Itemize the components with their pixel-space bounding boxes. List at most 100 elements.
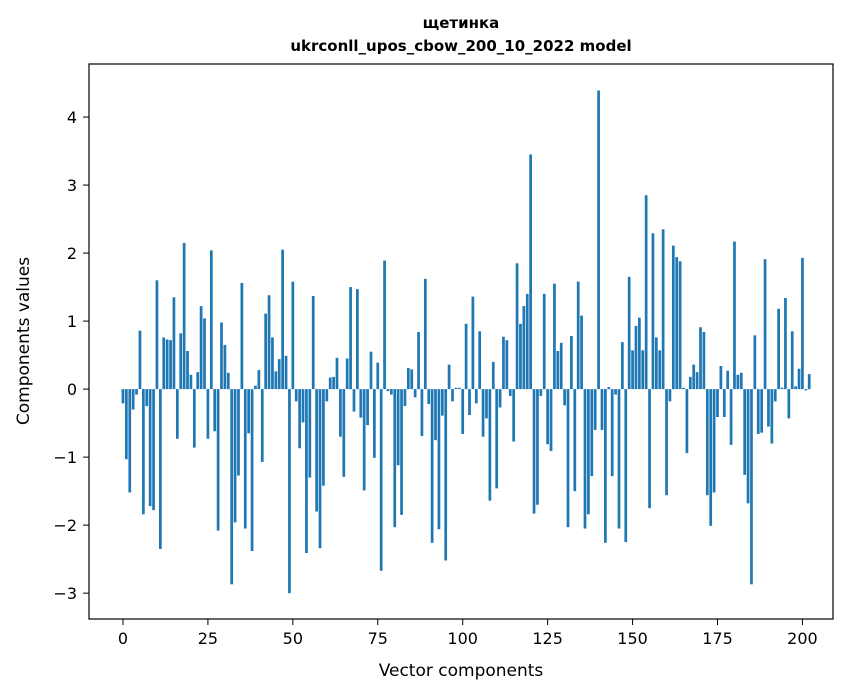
bar-30 — [223, 344, 227, 390]
bar-64 — [339, 389, 342, 437]
bar-91 — [430, 389, 434, 543]
bar-65 — [342, 389, 346, 477]
bar-29 — [220, 322, 223, 390]
bar-167 — [688, 376, 692, 390]
bar-192 — [773, 389, 777, 402]
bar-133 — [573, 389, 577, 492]
bar-49 — [288, 389, 291, 594]
bar-2 — [128, 389, 132, 493]
bar-151 — [634, 325, 638, 390]
bar-184 — [746, 389, 750, 504]
bar-17 — [179, 333, 183, 390]
bar-48 — [284, 355, 288, 390]
bar-109 — [491, 361, 495, 390]
bar-180 — [733, 241, 736, 390]
bar-183 — [743, 389, 747, 475]
bar-45 — [274, 371, 278, 390]
bar-34 — [237, 389, 240, 476]
bar-74 — [373, 389, 376, 458]
bar-103 — [471, 296, 475, 390]
bar-97 — [451, 389, 454, 402]
bar-51 — [294, 389, 298, 402]
bar-14 — [169, 340, 172, 390]
bar-63 — [335, 357, 339, 390]
bar-35 — [240, 283, 244, 390]
bar-47 — [281, 249, 284, 390]
bar-12 — [162, 337, 166, 390]
bar-140 — [597, 90, 600, 390]
bar-138 — [590, 389, 594, 477]
bar-90 — [427, 389, 431, 405]
bar-117 — [519, 323, 522, 390]
y-tick-label: 0 — [67, 380, 77, 399]
bar-18 — [182, 242, 186, 390]
bar-27 — [213, 389, 217, 432]
bar-70 — [359, 389, 363, 418]
bar-68 — [352, 389, 356, 412]
bar-106 — [481, 389, 485, 437]
bar-9 — [152, 389, 155, 511]
y-tick-label: −3 — [53, 584, 77, 603]
bar-23 — [199, 306, 203, 390]
bar-113 — [505, 340, 509, 390]
y-axis: −3 −2 −1 0 1 2 3 4 — [53, 108, 89, 603]
bar-24 — [203, 318, 206, 390]
bar-118 — [522, 306, 526, 390]
bar-20 — [189, 374, 193, 390]
y-tick-label: 2 — [67, 244, 77, 263]
bar-171 — [702, 331, 706, 390]
bars-group — [121, 90, 811, 594]
bar-173 — [709, 389, 713, 526]
bar-188 — [760, 389, 764, 433]
x-tick-label: 25 — [198, 629, 218, 648]
bar-62 — [332, 376, 335, 390]
bar-190 — [767, 389, 770, 427]
bar-153 — [641, 350, 645, 390]
bar-38 — [250, 389, 254, 551]
bar-59 — [322, 389, 325, 486]
x-tick-label: 50 — [283, 629, 303, 648]
bar-78 — [386, 389, 390, 392]
bar-145 — [614, 389, 617, 395]
bar-156 — [651, 233, 655, 390]
bar-92 — [434, 389, 437, 441]
bar-197 — [790, 331, 794, 390]
bar-96 — [447, 364, 451, 390]
bar-126 — [549, 389, 553, 451]
bar-120 — [529, 154, 532, 390]
bar-128 — [556, 351, 560, 390]
bar-189 — [763, 259, 767, 390]
bar-107 — [485, 389, 488, 419]
bar-164 — [678, 261, 682, 390]
bar-40 — [257, 370, 261, 390]
bar-76 — [379, 389, 383, 571]
bar-94 — [440, 389, 444, 416]
bar-41 — [260, 389, 264, 462]
x-axis: 0 25 50 75 100 125 150 175 200 — [118, 619, 818, 648]
x-tick-label: 150 — [617, 629, 648, 648]
bar-81 — [396, 389, 400, 466]
bar-77 — [383, 260, 386, 390]
chart-title: щетинка — [423, 14, 500, 32]
bar-3 — [131, 389, 135, 410]
bar-177 — [722, 389, 726, 417]
bar-149 — [627, 276, 631, 390]
bar-170 — [699, 327, 702, 390]
bar-42 — [264, 313, 268, 390]
bar-152 — [638, 317, 641, 390]
bar-114 — [508, 389, 512, 396]
bar-82 — [400, 389, 403, 515]
bar-201 — [804, 389, 808, 391]
bar-139 — [593, 389, 597, 430]
bar-61 — [328, 377, 332, 390]
bar-39 — [254, 385, 257, 390]
bar-175 — [716, 389, 719, 417]
bar-193 — [777, 308, 780, 390]
y-tick-label: −2 — [53, 516, 77, 535]
bar-121 — [532, 389, 536, 514]
bar-202 — [807, 374, 811, 390]
bar-144 — [610, 389, 614, 477]
bar-0 — [121, 389, 125, 404]
bar-179 — [729, 389, 733, 445]
bar-166 — [685, 389, 689, 454]
